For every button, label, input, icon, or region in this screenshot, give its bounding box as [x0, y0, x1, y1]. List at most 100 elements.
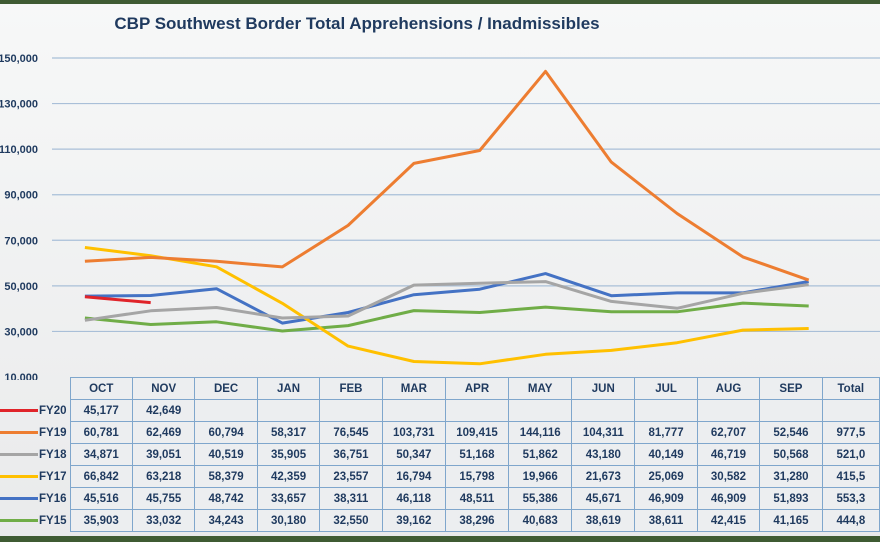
table-cell: 40,683: [508, 509, 573, 532]
legend-label: FY20: [39, 404, 67, 417]
y-tick-label: 110,000: [0, 144, 38, 156]
series-line-fy19: [84, 69, 810, 282]
table-cell: 21,673: [571, 465, 636, 488]
series-line-fy16: [84, 272, 809, 325]
table-cell: 103,731: [381, 421, 446, 444]
table-row: FY18 34,871 39,051 40,519 35,905 36,751 50,347…: [0, 443, 880, 466]
column-header: AUG: [696, 377, 761, 400]
legend-label: FY16: [39, 492, 67, 505]
table-cell: 60,781: [69, 421, 133, 444]
series-line-fy15: [84, 301, 809, 333]
table-cell: 109,415: [444, 421, 510, 444]
table-cell: 32,550: [319, 509, 383, 532]
column-header: FEB: [319, 377, 383, 400]
table-cell: 31,280: [759, 465, 823, 488]
table-cell: 46,909: [634, 487, 698, 510]
table-cell: [256, 399, 321, 422]
legend-label: FY17: [39, 470, 67, 483]
table-cell: 52,546: [759, 421, 823, 444]
table-cell: 25,069: [634, 465, 698, 488]
column-header: DEC: [194, 377, 258, 400]
table-cell-total: 521,0: [821, 443, 880, 466]
legend-entry: FY15: [0, 509, 71, 532]
table-cell: 39,162: [381, 509, 446, 532]
table-cell: [319, 399, 383, 422]
table-cell: 62,707: [696, 421, 761, 444]
table-cell: 38,611: [634, 509, 698, 532]
table-row: FY17 66,842 63,218 58,379 42,359 23,557 16,794…: [0, 465, 880, 488]
table-cell-total: 415,5: [821, 465, 880, 488]
table-cell: 66,842: [69, 465, 133, 488]
table-cell: 33,032: [131, 509, 196, 532]
table-cell: 19,966: [508, 465, 573, 488]
table-cell: 16,794: [381, 465, 446, 488]
table-cell: 63,218: [131, 465, 196, 488]
table-cell: 45,755: [131, 487, 196, 510]
legend-swatch-fy20: [0, 408, 38, 412]
table-cell: 51,168: [444, 443, 510, 466]
y-tick-label: 10,000: [4, 372, 38, 380]
table-cell: 30,582: [696, 465, 761, 488]
series-lines: [84, 69, 810, 366]
table-cell: [634, 399, 698, 422]
y-tick-label: 30,000: [4, 326, 38, 338]
table-cell: 45,671: [571, 487, 636, 510]
y-tick-label: 50,000: [4, 281, 38, 293]
table-header-row: OCT NOV DEC JAN FEB MAR APR MAY JUN JUL AUG SEP Tota…: [0, 377, 880, 400]
legend-label: FY15: [39, 514, 67, 527]
table-row: FY20 45,177 42,649: [0, 399, 880, 422]
table-cell: 43,180: [571, 443, 636, 466]
table-cell: 38,619: [571, 509, 636, 532]
table-cell: 40,149: [634, 443, 698, 466]
column-header-total: Total: [821, 377, 880, 400]
column-header: NOV: [131, 377, 196, 400]
table-cell: 38,296: [444, 509, 510, 532]
table-cell: 104,311: [571, 421, 636, 444]
table-cell: 23,557: [319, 465, 383, 488]
table-cell: 46,909: [696, 487, 761, 510]
table-cell: 33,657: [256, 487, 321, 510]
table-cell: 34,243: [194, 509, 258, 532]
frame-top-border: [0, 0, 880, 4]
table-cell: 51,893: [759, 487, 823, 510]
legend-entry: FY19: [0, 421, 71, 444]
table-row: FY16 45,516 45,755 48,742 33,657 38,311 46,118…: [0, 487, 880, 510]
table-cell: 58,317: [256, 421, 321, 444]
table-cell: [444, 399, 510, 422]
table-cell: 48,742: [194, 487, 258, 510]
series-line-fy20: [84, 295, 151, 305]
table-cell: [759, 399, 823, 422]
table-cell: 51,862: [508, 443, 573, 466]
table-cell: 58,379: [194, 465, 258, 488]
table-cell: 34,871: [69, 443, 133, 466]
table-cell: 60,794: [194, 421, 258, 444]
table-cell: [194, 399, 258, 422]
table-row: FY15 35,903 33,032 34,243 30,180 32,550 39,162…: [0, 509, 880, 532]
table-cell: 50,347: [381, 443, 446, 466]
plot-area: 150,000 130,000 110,000 90,000 70,000 50,000 3…: [0, 53, 880, 380]
table-cell: [571, 399, 636, 422]
legend-entry: FY16: [0, 487, 71, 510]
table-cell: 62,469: [131, 421, 196, 444]
chart-title: CBP Southwest Border Total Apprehensions…: [114, 14, 600, 33]
legend-swatch-fy19: [0, 430, 38, 434]
table-cell-total: 977,5: [821, 421, 880, 444]
column-header: SEP: [759, 377, 823, 400]
table-cell: 35,903: [69, 509, 133, 532]
table-cell: 50,568: [759, 443, 823, 466]
y-tick-label: 90,000: [4, 190, 38, 202]
table-corner: [0, 377, 71, 400]
table-cell: 144,116: [508, 421, 573, 444]
data-table: OCT NOV DEC JAN FEB MAR APR MAY JUN JUL AUG SEP Tota…: [0, 377, 880, 532]
table-cell: 40,519: [194, 443, 258, 466]
y-axis-ticks: 150,000 130,000 110,000 90,000 70,000 50,000 3…: [0, 53, 38, 380]
series-line-fy17: [84, 246, 809, 366]
y-tick-label: 70,000: [4, 235, 38, 247]
table-cell: 41,165: [759, 509, 823, 532]
legend-swatch-fy17: [0, 474, 38, 478]
table-cell-total: 553,3: [821, 487, 880, 510]
legend-entry: FY17: [0, 465, 71, 488]
table-cell: 46,719: [696, 443, 761, 466]
y-tick-label: 130,000: [0, 99, 38, 111]
legend-swatch-fy15: [0, 518, 38, 522]
